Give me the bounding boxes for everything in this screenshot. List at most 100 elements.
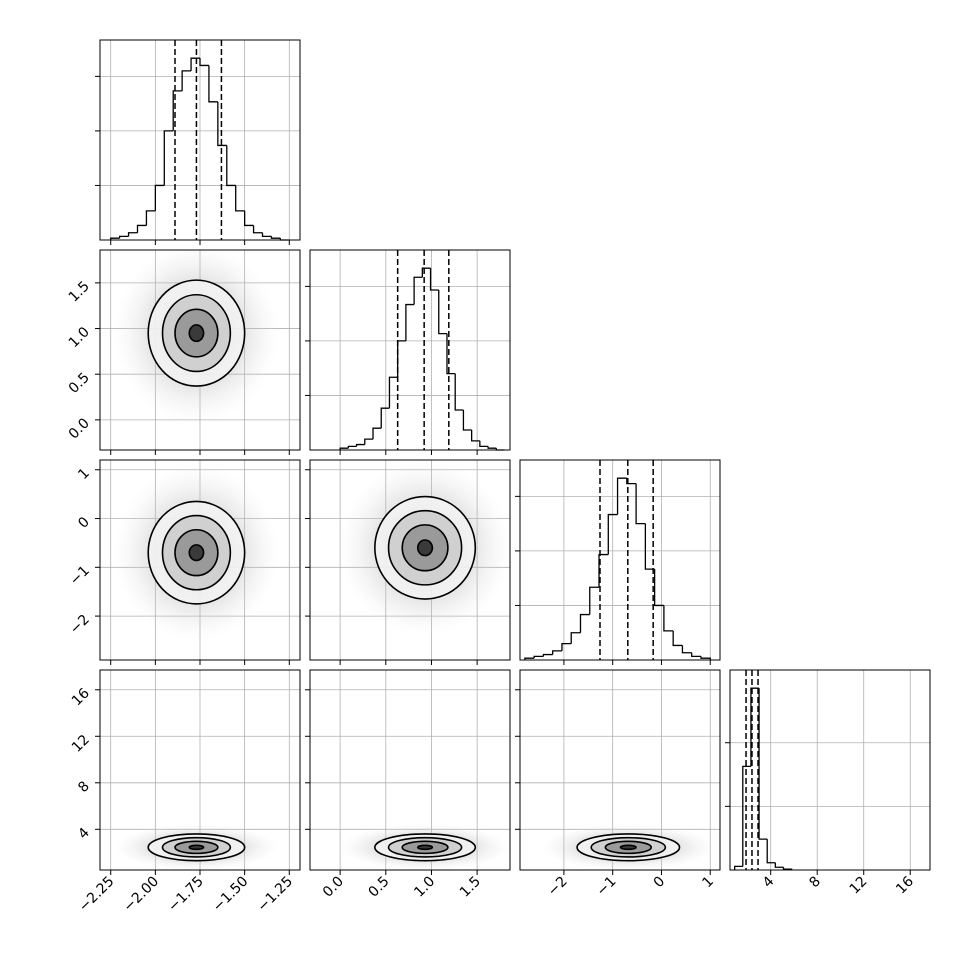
- histogram-bin: [734, 865, 743, 870]
- histogram-bin: [372, 427, 382, 440]
- histogram-bin: [533, 655, 544, 659]
- contour-group: [339, 460, 510, 635]
- histogram-bin: [635, 483, 646, 525]
- histogram-bin: [270, 236, 281, 239]
- x-tick-label: 0.5: [366, 874, 393, 901]
- histogram-bin: [190, 57, 200, 71]
- histogram-bin: [421, 267, 431, 278]
- histogram-bin: [388, 376, 398, 409]
- histogram-bin: [487, 446, 497, 449]
- contour-level: [188, 544, 205, 562]
- histogram-bin: [766, 839, 776, 864]
- histogram-bin: [181, 70, 192, 91]
- histogram-bin: [235, 185, 245, 212]
- contour-level: [188, 844, 205, 851]
- histogram-bin: [397, 340, 406, 378]
- histogram-bin: [672, 630, 683, 647]
- histogram-bin: [127, 232, 138, 237]
- x-tick-label: −2: [545, 874, 571, 900]
- histogram-bin: [446, 333, 456, 375]
- contour-group: [339, 824, 510, 870]
- histogram-bin: [429, 268, 439, 291]
- histogram-bin: [479, 440, 489, 448]
- histogram-bin: [118, 235, 129, 239]
- y-tick-label: 1.0: [66, 324, 93, 351]
- histogram-bin: [598, 553, 609, 588]
- contour-group: [114, 465, 279, 640]
- panel-frame: [309, 669, 511, 871]
- contour-level: [188, 324, 205, 343]
- panel-frame: [309, 459, 511, 661]
- panel-frame: [99, 459, 301, 661]
- x-tick-label: 1: [699, 874, 717, 892]
- y-tick-label: 1.5: [66, 278, 93, 305]
- x-tick-label: −1: [594, 874, 620, 900]
- histogram-bin: [380, 407, 390, 429]
- histogram-bin: [542, 653, 553, 657]
- x-tick-label: −1.75: [165, 874, 207, 916]
- histogram-bin: [616, 477, 627, 515]
- histogram-bin: [589, 586, 600, 615]
- histogram-bin: [355, 443, 365, 447]
- x-tick-label: 12: [847, 874, 871, 898]
- panel-frame: [729, 669, 931, 871]
- x-tick-label: −1.50: [210, 874, 252, 916]
- histogram-bin: [217, 101, 227, 147]
- x-tick-label: −1.25: [254, 874, 296, 916]
- y-tick-label: 16: [69, 685, 93, 709]
- x-tick-label: 1.5: [457, 874, 484, 901]
- histogram-bin: [405, 303, 415, 341]
- x-tick-label: 4: [760, 873, 778, 891]
- x-tick-label: 8: [806, 874, 824, 892]
- histogram-bin: [261, 232, 272, 238]
- histogram-bin: [462, 410, 472, 431]
- histogram-bin: [438, 290, 447, 335]
- panel-frame: [99, 249, 301, 451]
- contour-level: [416, 844, 434, 851]
- histogram-bin: [626, 478, 637, 485]
- y-tick-label: 0.5: [66, 370, 93, 397]
- histogram-bin: [470, 430, 480, 442]
- x-tick-label: 0.0: [320, 874, 347, 901]
- y-tick-label: 8: [75, 778, 93, 796]
- histogram-bin: [681, 645, 692, 654]
- y-tick-label: 12: [69, 732, 93, 756]
- histogram-bin: [110, 237, 120, 240]
- panel-frame: [99, 669, 301, 871]
- histogram-bin: [208, 65, 218, 103]
- histogram-bin: [524, 657, 535, 660]
- histogram-bin: [607, 513, 618, 555]
- x-tick-label: 16: [893, 873, 917, 897]
- panel-frame: [309, 249, 511, 451]
- histogram-bin: [561, 642, 572, 651]
- histogram-bin: [172, 90, 183, 131]
- contour-group: [114, 250, 279, 424]
- histogram-bin: [252, 225, 263, 234]
- panel-frame: [99, 39, 301, 241]
- x-tick-label: −2.25: [76, 874, 118, 916]
- histogram-bin: [758, 688, 768, 840]
- y-tick-label: 1: [75, 465, 93, 483]
- histogram-bin: [742, 765, 751, 867]
- histogram-bin: [570, 632, 581, 644]
- y-tick-label: −1: [67, 563, 93, 589]
- contour-group: [114, 824, 279, 870]
- histogram-bin: [691, 652, 701, 658]
- panel-frame: [519, 669, 721, 871]
- panel-frame: [519, 459, 721, 661]
- y-tick-label: −2: [67, 612, 93, 638]
- histogram-bin: [413, 276, 423, 305]
- histogram-bin: [750, 687, 760, 767]
- histogram-bin: [579, 613, 590, 633]
- histogram-bin: [163, 130, 174, 186]
- histogram-bin: [663, 605, 674, 632]
- histogram-bin: [226, 145, 236, 187]
- histogram-bin: [199, 58, 209, 67]
- histogram-bin: [364, 438, 374, 445]
- x-tick-label: 1.0: [411, 874, 438, 901]
- x-tick-label: −2.00: [121, 874, 163, 916]
- x-tick-label: 0: [651, 874, 669, 892]
- histogram-bin: [145, 210, 156, 226]
- contour-level: [619, 844, 637, 851]
